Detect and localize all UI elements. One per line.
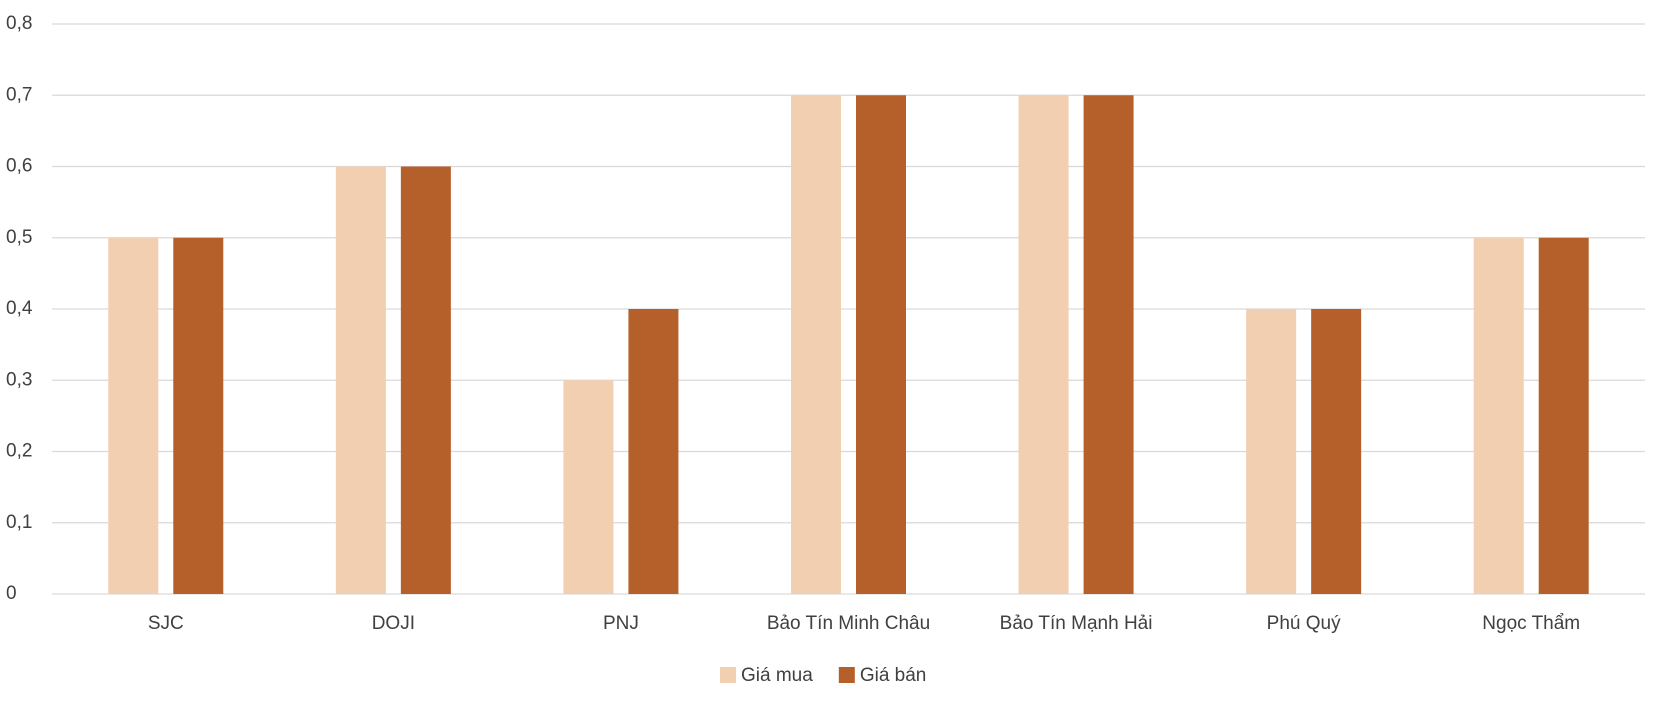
legend-label: Giá mua — [741, 665, 813, 686]
x-tick-label: DOJI — [372, 613, 415, 634]
bar — [1473, 237, 1524, 594]
y-tick-label: 0,5 — [6, 227, 32, 248]
legend-swatch — [838, 667, 855, 683]
y-tick-label: 0,6 — [6, 156, 32, 177]
bar — [1018, 95, 1069, 594]
y-tick-label: 0,7 — [6, 84, 32, 105]
bar — [1246, 309, 1297, 594]
bar — [1311, 309, 1362, 594]
bar — [1083, 95, 1134, 594]
y-tick-label: 0,2 — [6, 441, 32, 462]
x-tick-label: SJC — [148, 613, 184, 634]
bar — [400, 166, 451, 594]
y-tick-label: 0,3 — [6, 369, 32, 390]
x-tick-label: Ngọc Thẩm — [1482, 613, 1580, 634]
bar — [108, 237, 159, 594]
legend-swatch — [720, 667, 736, 683]
x-tick-label: PNJ — [603, 613, 639, 634]
bar — [173, 237, 224, 594]
x-tick-label: Bảo Tín Minh Châu — [767, 613, 930, 634]
bar — [563, 380, 614, 594]
y-tick-label: 0,4 — [6, 298, 33, 319]
x-tick-label: Phú Quý — [1267, 613, 1341, 634]
bar — [856, 95, 906, 594]
y-tick-label: 0,1 — [6, 512, 32, 533]
legend-label: Giá bán — [860, 665, 927, 686]
bar — [335, 166, 386, 594]
y-tick-label: 0,8 — [6, 13, 32, 34]
x-tick-label: Bảo Tín Mạnh Hải — [1000, 613, 1153, 634]
y-tick-label: 0 — [6, 583, 17, 604]
bar — [628, 309, 679, 594]
bar — [1538, 237, 1589, 594]
bar — [791, 95, 841, 594]
